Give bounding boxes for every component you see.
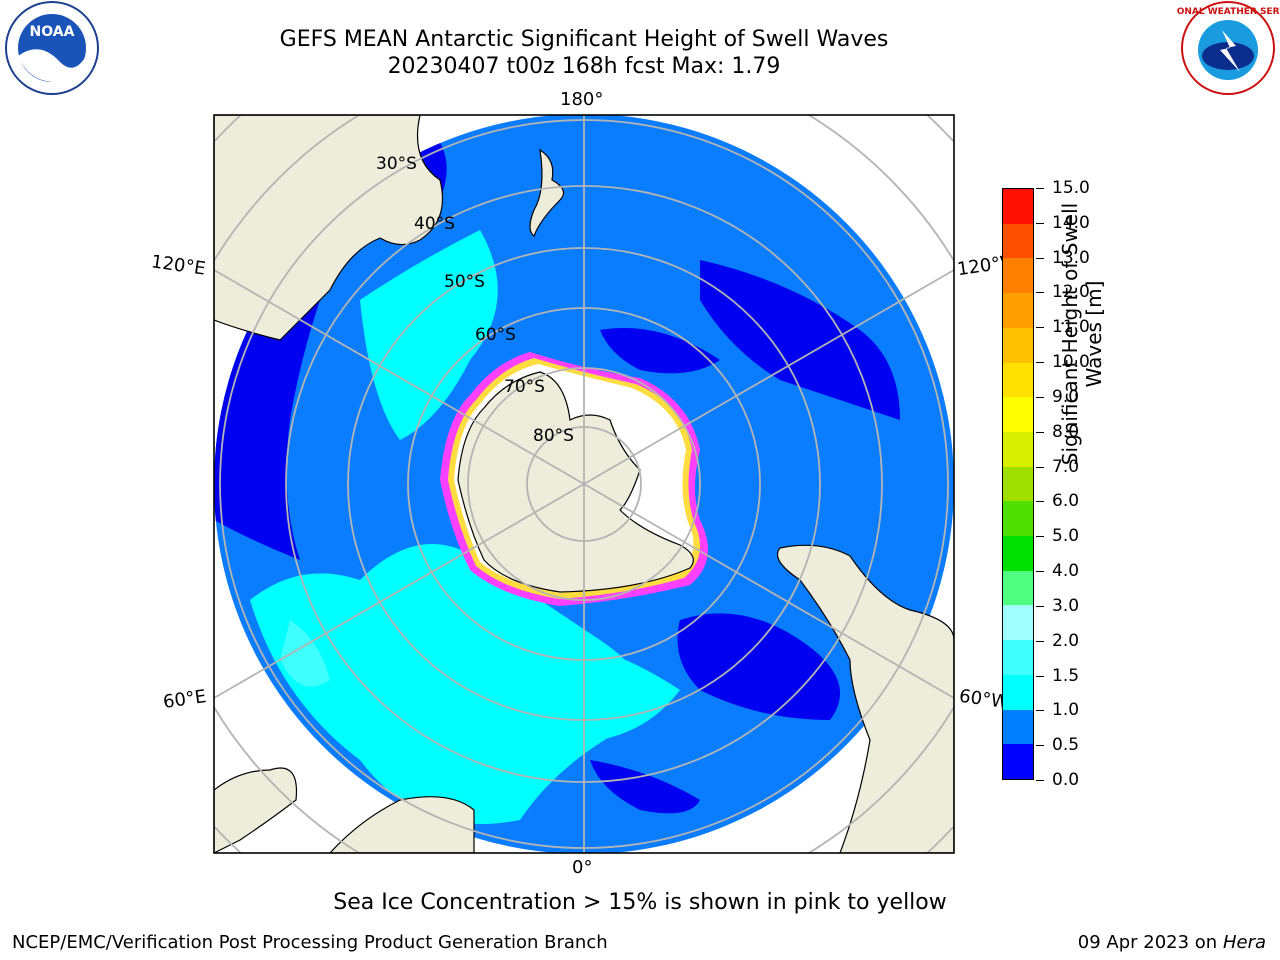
colorbar-segment	[1003, 570, 1033, 606]
australia-land	[214, 115, 444, 341]
graticule	[214, 115, 954, 853]
colorbar-segment	[1003, 674, 1033, 710]
colorbar-tick	[1036, 292, 1044, 293]
colorbar-segment	[1003, 640, 1033, 675]
colorbar-tick-label: 0.0	[1052, 770, 1080, 790]
colorbar-segment	[1003, 536, 1033, 571]
colorbar	[1002, 188, 1034, 780]
colorbar-segment	[1003, 189, 1033, 224]
colorbar-segment	[1003, 744, 1033, 779]
colorbar-tick	[1036, 780, 1044, 781]
colorbar-tick-label: 10.0	[1052, 352, 1090, 372]
footer-date: 09 Apr 2023 on	[1077, 932, 1223, 953]
lon-label-180: 180°	[560, 89, 604, 110]
lat-label-50s: 50°S	[444, 272, 485, 292]
colorbar-tick	[1036, 571, 1044, 572]
colorbar-segment	[1003, 293, 1033, 328]
colorbar-tick-label: 0.5	[1052, 735, 1080, 755]
africa-land	[214, 767, 298, 853]
colorbar-segment	[1003, 431, 1033, 467]
colorbar-segment	[1003, 397, 1033, 432]
colorbar-tick-label: 14.0	[1052, 213, 1090, 233]
map-frame	[213, 114, 955, 854]
colorbar-tick-label: 12.0	[1052, 282, 1090, 302]
colorbar-tick-label: 9.0	[1052, 387, 1080, 407]
colorbar-tick	[1036, 676, 1044, 677]
lat-label-40s: 40°S	[414, 214, 455, 234]
colorbar-tick	[1036, 188, 1044, 189]
colorbar-tick-label: 4.0	[1052, 561, 1080, 581]
colorbar-tick	[1036, 432, 1044, 433]
antarctica-land	[457, 371, 694, 593]
chart-subtitle: 20230407 t00z 168h fcst Max: 1.79	[387, 54, 781, 79]
colorbar-tick-label: 2.0	[1052, 631, 1080, 651]
colorbar-tick-label: 6.0	[1052, 491, 1080, 511]
colorbar-tick	[1036, 327, 1044, 328]
colorbar-tick	[1036, 501, 1044, 502]
sea-ice-caption: Sea Ice Concentration > 15% is shown in …	[333, 890, 947, 915]
colorbar-segment	[1003, 223, 1033, 259]
footer-machine: Hera	[1222, 932, 1266, 953]
new-zealand-land	[529, 148, 565, 237]
colorbar-tick	[1036, 362, 1044, 363]
lon-label-0: 0°	[572, 857, 593, 878]
colorbar-segment	[1003, 362, 1033, 398]
colorbar-tick-label: 15.0	[1052, 178, 1090, 198]
svg-text:NOAA: NOAA	[30, 24, 75, 40]
colorbar-tick-label: 8.0	[1052, 422, 1080, 442]
lat-label-70s: 70°S	[504, 377, 545, 397]
nws-logo: NATIONAL WEATHER SERVICE	[1176, 1, 1280, 95]
colorbar-tick	[1036, 467, 1044, 468]
footer-credit: NCEP/EMC/Verification Post Processing Pr…	[12, 932, 608, 953]
colorbar-tick-label: 1.5	[1052, 666, 1080, 686]
colorbar-segment	[1003, 605, 1033, 641]
colorbar-segment	[1003, 327, 1033, 363]
lat-label-80s: 80°S	[533, 426, 574, 446]
colorbar-tick	[1036, 641, 1044, 642]
footer-timestamp: 09 Apr 2023 on Hera	[1078, 932, 1266, 953]
colorbar-segment	[1003, 258, 1033, 294]
south-america-land	[776, 544, 954, 853]
colorbar-tick-label: 1.0	[1052, 700, 1080, 720]
colorbar-tick	[1036, 745, 1044, 746]
svg-text:NATIONAL WEATHER SERVICE: NATIONAL WEATHER SERVICE	[1176, 7, 1280, 17]
colorbar-tick	[1036, 223, 1044, 224]
colorbar-tick	[1036, 258, 1044, 259]
lat-label-60s: 60°S	[475, 325, 516, 345]
chart-title: GEFS MEAN Antarctic Significant Height o…	[279, 27, 889, 52]
colorbar-segment	[1003, 501, 1033, 537]
colorbar-tick-label: 7.0	[1052, 457, 1080, 477]
noaa-logo: NOAA	[5, 1, 99, 95]
colorbar-tick	[1036, 606, 1044, 607]
colorbar-tick	[1036, 710, 1044, 711]
colorbar-tick	[1036, 397, 1044, 398]
colorbar-segment	[1003, 466, 1033, 502]
colorbar-tick	[1036, 536, 1044, 537]
colorbar-tick-label: 11.0	[1052, 317, 1090, 337]
colorbar-segment	[1003, 709, 1033, 745]
colorbar-tick-label: 5.0	[1052, 526, 1080, 546]
lat-label-30s: 30°S	[376, 154, 417, 174]
colorbar-tick-label: 13.0	[1052, 248, 1090, 268]
colorbar-tick-label: 3.0	[1052, 596, 1080, 616]
